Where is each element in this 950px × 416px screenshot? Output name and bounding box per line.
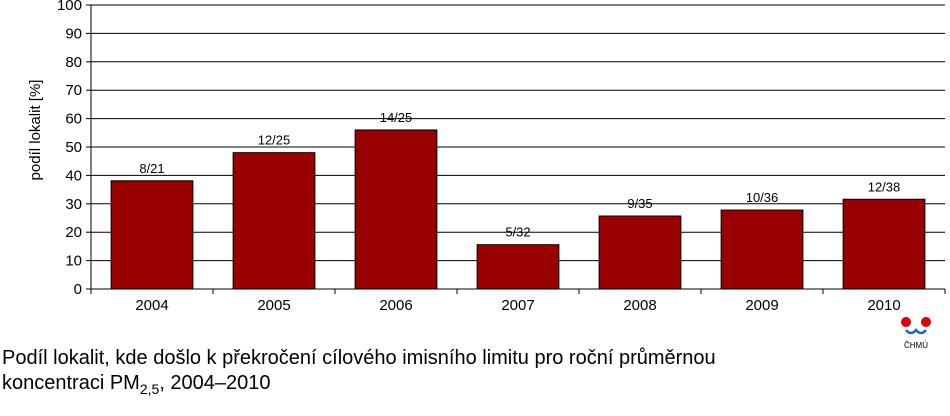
x-tick-label: 2005: [257, 297, 290, 314]
chmu-logo: ČHMÚ: [901, 317, 931, 350]
y-tick-label: 90: [65, 25, 82, 42]
bar: [232, 152, 316, 290]
data-label: 14/25: [380, 110, 413, 125]
y-tick-label: 40: [65, 167, 82, 184]
data-label: 12/25: [258, 133, 291, 148]
x-tick-label: 2007: [501, 297, 534, 314]
y-axis-label: podíl lokalit [%]: [27, 80, 44, 181]
x-tick-label: 2006: [379, 297, 412, 314]
logo-red-dot-right: [921, 317, 931, 327]
data-label: 10/36: [746, 190, 779, 205]
bar: [110, 180, 194, 290]
caption-line2-suffix: , 2004–2010: [159, 372, 271, 394]
x-axis-ticks: 2004 2005 2006 2007 2008 2009 2010: [135, 289, 946, 314]
x-tick-label: 2008: [623, 297, 656, 314]
logo-red-dot-left: [901, 317, 911, 327]
figure-caption: Podíl lokalit, kde došlo k překročení cí…: [2, 346, 942, 396]
bar: [598, 215, 682, 290]
bar-chart: 0 10 20 30 40 50 60 70 80 90 100 8/21 12/25 14/25 5/3…: [27, 0, 946, 314]
logo-text: ČHMÚ: [904, 341, 928, 350]
x-tick-label: 2004: [135, 297, 168, 314]
x-tick-label: 2010: [867, 297, 900, 314]
bars: [110, 129, 926, 290]
y-tick-label: 20: [65, 224, 82, 241]
data-labels: 8/21 12/25 14/25 5/32 9/35 10/36 12/38: [139, 110, 900, 240]
gridlines: [91, 4, 945, 262]
data-label: 8/21: [139, 161, 164, 176]
caption-line2-prefix: koncentraci PM: [2, 372, 140, 394]
bar: [476, 244, 560, 290]
y-tick-label: 10: [65, 253, 82, 270]
caption-line1: Podíl lokalit, kde došlo k překročení cí…: [2, 347, 716, 369]
y-tick-label: 70: [65, 82, 82, 99]
logo-blue-wave: [905, 328, 927, 335]
y-tick-label: 80: [65, 54, 82, 71]
data-label: 9/35: [627, 196, 652, 211]
bar: [354, 129, 438, 290]
y-tick-label: 60: [65, 111, 82, 128]
x-tick-label: 2009: [745, 297, 778, 314]
y-tick-label: 0: [74, 281, 82, 298]
caption-subscript: 2,5: [139, 381, 160, 397]
y-tick-label: 30: [65, 196, 82, 213]
bar: [842, 198, 926, 290]
y-axis-ticks: 0 10 20 30 40 50 60 70 80 90 100: [57, 0, 91, 298]
y-tick-label: 100: [57, 0, 82, 14]
y-tick-label: 50: [65, 139, 82, 156]
axes: [90, 5, 945, 294]
bar: [720, 209, 804, 290]
data-label: 12/38: [868, 179, 901, 194]
data-label: 5/32: [505, 225, 530, 240]
